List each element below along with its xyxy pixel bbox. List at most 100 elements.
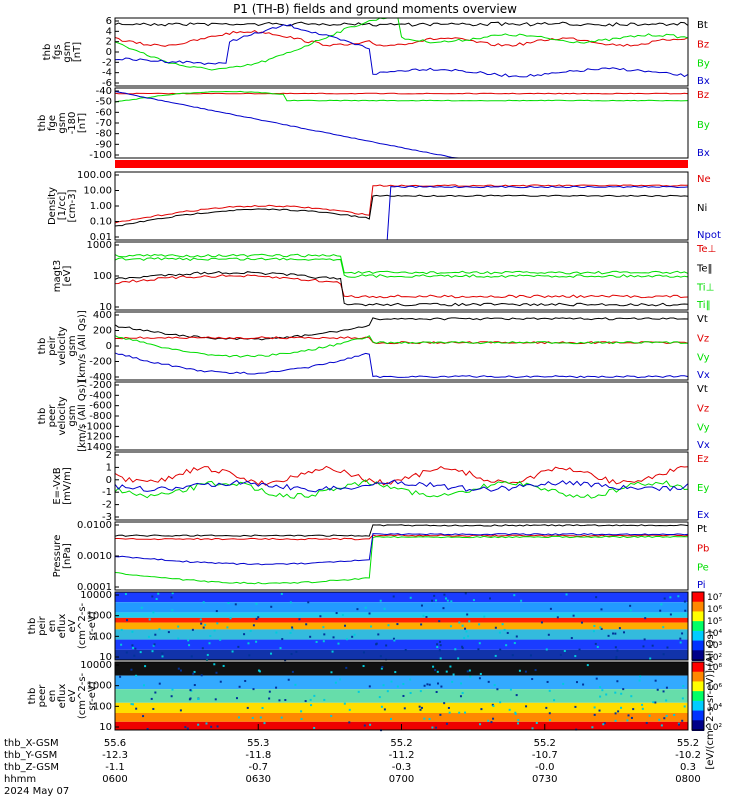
y-tick-label: -600 (89, 401, 112, 412)
spectrogram-speckle (402, 694, 405, 697)
spectrogram-speckle (562, 682, 565, 685)
spectrogram-speckle (662, 653, 665, 656)
y-tick-label: 0.0001 (77, 582, 112, 593)
colorbar-segment (692, 662, 704, 673)
spectrogram-speckle (161, 652, 164, 655)
spectrogram-speckle (641, 703, 644, 706)
spectrogram-speckle (607, 634, 610, 637)
y-axis-label: [eV] (62, 266, 73, 287)
spectrogram-speckle (345, 666, 348, 669)
spectrogram-speckle (684, 609, 687, 612)
spectrogram-speckle (377, 633, 380, 636)
spectrogram-speckle (514, 712, 517, 715)
spectrogram-speckle (654, 679, 657, 682)
panel-frame (114, 521, 689, 591)
spectrogram-speckle (479, 723, 482, 726)
spectrogram-speckle (435, 690, 438, 693)
series-Ex (114, 479, 689, 493)
legend-Vx: Vx (697, 440, 710, 451)
spectrogram-speckle (593, 706, 596, 709)
spectrogram-speckle (213, 629, 216, 632)
spectrogram-speckle (261, 706, 264, 709)
spectrogram-speckle (422, 614, 425, 617)
panel-fgs (114, 17, 689, 87)
y-axis-label: [km/s (All Qs)] (77, 310, 88, 382)
spectrogram-speckle (357, 690, 360, 693)
spectrogram-speckle (368, 612, 371, 615)
y-axis-label: gsm (67, 405, 78, 426)
spectrogram-speckle (586, 664, 589, 667)
y-axis-label: thb (27, 688, 38, 705)
spectrogram-speckle (499, 648, 502, 651)
spectrogram-speckle (201, 647, 204, 650)
x-tick-label: 55.2 (677, 738, 699, 749)
spectrogram-speckle (383, 708, 386, 711)
spectrogram-speckle (125, 619, 128, 622)
spectrogram-speckle (457, 657, 460, 660)
spectrogram-speckle (161, 655, 164, 658)
spectrogram-speckle (339, 678, 342, 681)
colorbar-segment (692, 720, 704, 731)
legend-Te‖: Te‖ (696, 263, 713, 274)
spectrogram-speckle (369, 723, 372, 726)
spectrogram-speckle (591, 726, 594, 729)
spectrogram-speckle (436, 646, 439, 649)
spectrogram-speckle (678, 723, 681, 726)
spectrogram-speckle (428, 683, 431, 686)
spectrogram-speckle (171, 609, 174, 612)
y-axis-label: [nT] (72, 42, 83, 62)
spectrogram-speckle (167, 631, 170, 634)
spectrogram-speckle (206, 653, 209, 656)
spectrogram-speckle (582, 683, 585, 686)
x-tick-label: -11.2 (389, 750, 415, 761)
y-axis-label: velocity (57, 326, 68, 365)
legend-Ey: Ey (697, 483, 709, 494)
y-tick-label: -2 (102, 500, 112, 511)
spectrogram-speckle (465, 630, 468, 633)
spectrogram-speckle (152, 611, 155, 614)
spectrogram-speckle (210, 725, 213, 728)
spectrogram-speckle (595, 677, 598, 680)
colorbar-segment (692, 650, 704, 661)
spectrogram-speckle (614, 712, 617, 715)
spectrogram-speckle (291, 670, 294, 673)
spectrogram-speckle (673, 713, 676, 716)
y-tick-label: -800 (89, 411, 112, 422)
y-axis-label: thb (37, 408, 48, 425)
y-axis-label: [nPa] (62, 543, 73, 569)
legend-Bx: Bx (697, 148, 710, 159)
y-axis-label: en (47, 620, 58, 633)
spectrogram-speckle (294, 683, 297, 686)
y-tick-label: 10 (99, 302, 112, 313)
x-tick-label: 0.3 (680, 762, 696, 773)
spectrogram-speckle (255, 640, 258, 643)
spectrogram-speckle (442, 607, 445, 610)
spectrogram-speckle (243, 633, 246, 636)
spectrogram-speckle (626, 719, 629, 722)
x-row-label: hhmm (4, 774, 36, 785)
spectrogram-speckle (648, 714, 651, 717)
spectrogram-speckle (469, 675, 472, 678)
colorbar-segment (692, 691, 704, 702)
y-tick-label: 100 (93, 631, 112, 642)
spectrogram-speckle (348, 708, 351, 711)
spectrogram-speckle (139, 651, 142, 654)
spectrogram-speckle (153, 643, 156, 646)
spectrogram-speckle (331, 650, 334, 653)
x-tick-label: 0730 (532, 774, 557, 785)
spectrogram-speckle (135, 674, 138, 677)
spectrogram-speckle (213, 663, 216, 666)
spectrogram-speckle (478, 677, 481, 680)
y-tick-label: 100 (93, 271, 112, 282)
panel-frame (114, 381, 689, 451)
y-tick-label: 10000 (80, 660, 112, 671)
spectrogram-speckle (614, 646, 617, 649)
spectrogram-speckle (234, 603, 237, 606)
spectrogram-speckle (135, 707, 138, 710)
spectrogram-speckle (420, 623, 423, 626)
spectrogram-speckle (598, 709, 601, 712)
spectrogram-speckle (514, 711, 517, 714)
spectrogram-speckle (300, 710, 303, 713)
spectrogram-speckle (659, 609, 662, 612)
spectrogram-speckle (257, 669, 260, 672)
